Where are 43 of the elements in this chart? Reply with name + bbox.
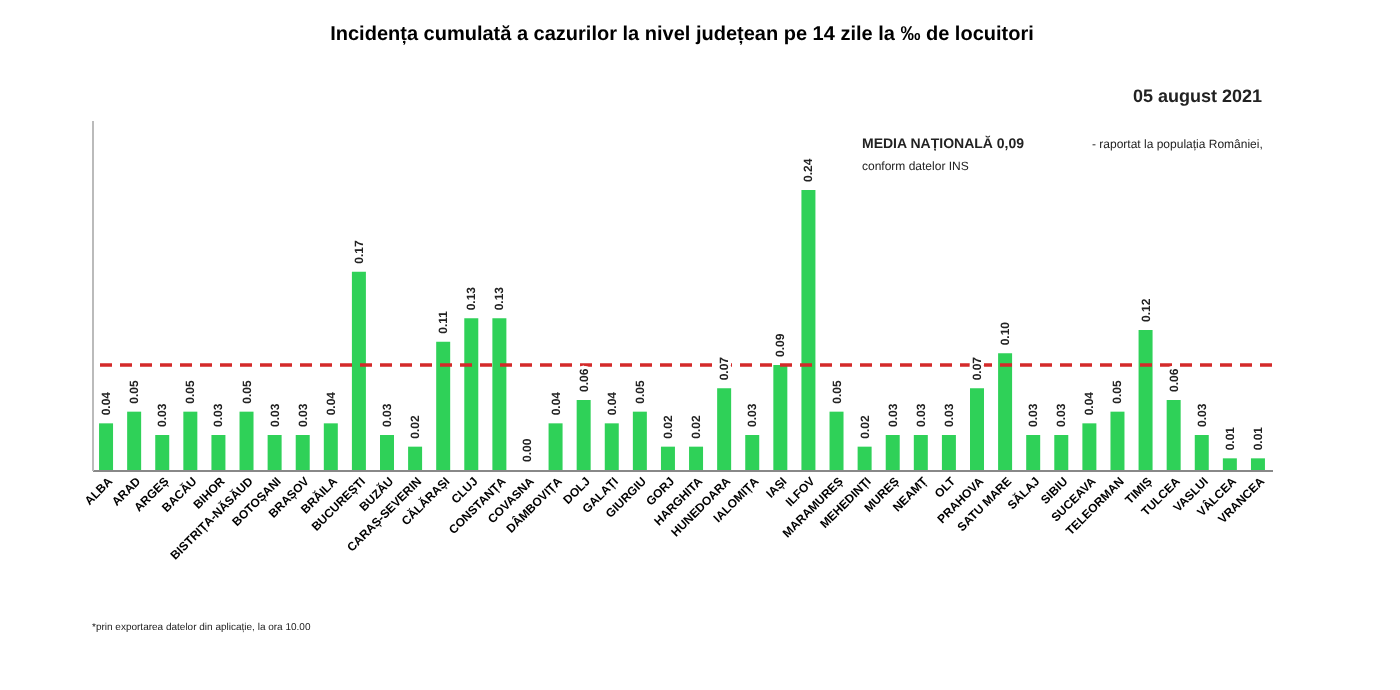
bar xyxy=(548,423,563,470)
bar xyxy=(351,271,366,470)
bar xyxy=(1222,458,1237,470)
bar xyxy=(1194,435,1209,470)
bar xyxy=(773,365,788,470)
bar xyxy=(829,411,844,470)
bar xyxy=(183,411,198,470)
bar xyxy=(632,411,647,470)
bar xyxy=(689,446,704,470)
bar xyxy=(408,446,423,470)
bar xyxy=(717,388,732,470)
bar xyxy=(239,411,254,470)
bar xyxy=(380,435,394,470)
bar xyxy=(801,190,816,470)
bar xyxy=(323,423,338,470)
chart-title: Incidența cumulată a cazurilor la nivel județean pe 14 zile la ‰ de locuitori xyxy=(330,24,1035,46)
bar xyxy=(1138,330,1153,470)
bar xyxy=(155,435,170,470)
bar xyxy=(1166,400,1181,470)
bar xyxy=(1054,435,1069,470)
bar xyxy=(436,341,451,470)
bar xyxy=(576,400,591,470)
bar xyxy=(295,435,310,470)
bar xyxy=(604,423,619,470)
bar xyxy=(857,446,872,470)
bar xyxy=(745,435,760,470)
bar xyxy=(99,423,114,470)
bar xyxy=(1026,435,1041,470)
bar xyxy=(885,435,900,470)
bar xyxy=(211,435,226,470)
bar xyxy=(998,353,1013,470)
bar xyxy=(492,318,507,470)
bar xyxy=(1250,458,1265,470)
text: 05 august 2021 xyxy=(1132,86,1262,106)
bar xyxy=(1110,411,1125,470)
bar xyxy=(267,435,282,470)
bar xyxy=(1082,423,1097,470)
bar xyxy=(127,411,142,470)
bar xyxy=(913,435,928,470)
bar xyxy=(941,435,956,470)
bar xyxy=(660,446,675,470)
bar xyxy=(464,318,479,470)
bar xyxy=(970,388,984,470)
